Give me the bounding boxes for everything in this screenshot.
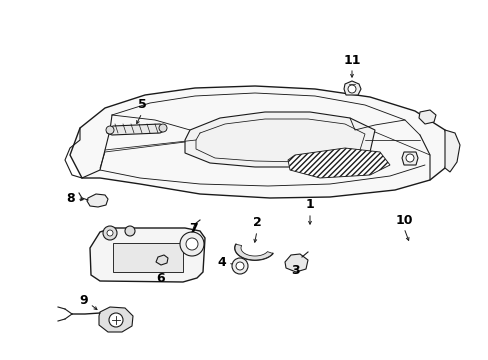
Circle shape bbox=[107, 230, 113, 236]
Circle shape bbox=[125, 226, 135, 236]
Polygon shape bbox=[401, 152, 417, 165]
Circle shape bbox=[405, 154, 413, 162]
Text: 9: 9 bbox=[80, 293, 88, 306]
Polygon shape bbox=[285, 254, 307, 272]
Text: 3: 3 bbox=[290, 264, 299, 276]
Polygon shape bbox=[444, 130, 459, 172]
Text: 10: 10 bbox=[394, 213, 412, 226]
Text: 5: 5 bbox=[137, 98, 146, 111]
Circle shape bbox=[231, 258, 247, 274]
Text: 4: 4 bbox=[217, 256, 226, 270]
Polygon shape bbox=[287, 148, 389, 178]
Circle shape bbox=[106, 126, 114, 134]
Text: 8: 8 bbox=[66, 193, 75, 206]
Polygon shape bbox=[99, 307, 133, 332]
Polygon shape bbox=[87, 194, 108, 207]
Text: 11: 11 bbox=[343, 54, 360, 67]
Text: 1: 1 bbox=[305, 198, 314, 211]
Circle shape bbox=[159, 124, 167, 132]
Text: 7: 7 bbox=[188, 221, 197, 234]
Circle shape bbox=[109, 313, 123, 327]
Circle shape bbox=[103, 226, 117, 240]
Polygon shape bbox=[113, 243, 183, 272]
Text: 2: 2 bbox=[252, 216, 261, 230]
Polygon shape bbox=[156, 255, 168, 265]
Polygon shape bbox=[343, 81, 360, 95]
Polygon shape bbox=[418, 110, 435, 124]
Circle shape bbox=[185, 238, 198, 250]
Polygon shape bbox=[90, 228, 204, 282]
Circle shape bbox=[347, 85, 355, 93]
Text: 6: 6 bbox=[156, 271, 165, 284]
Polygon shape bbox=[235, 244, 272, 260]
Circle shape bbox=[180, 232, 203, 256]
Polygon shape bbox=[107, 124, 165, 135]
Polygon shape bbox=[184, 112, 374, 167]
Circle shape bbox=[236, 262, 244, 270]
Polygon shape bbox=[70, 86, 449, 198]
